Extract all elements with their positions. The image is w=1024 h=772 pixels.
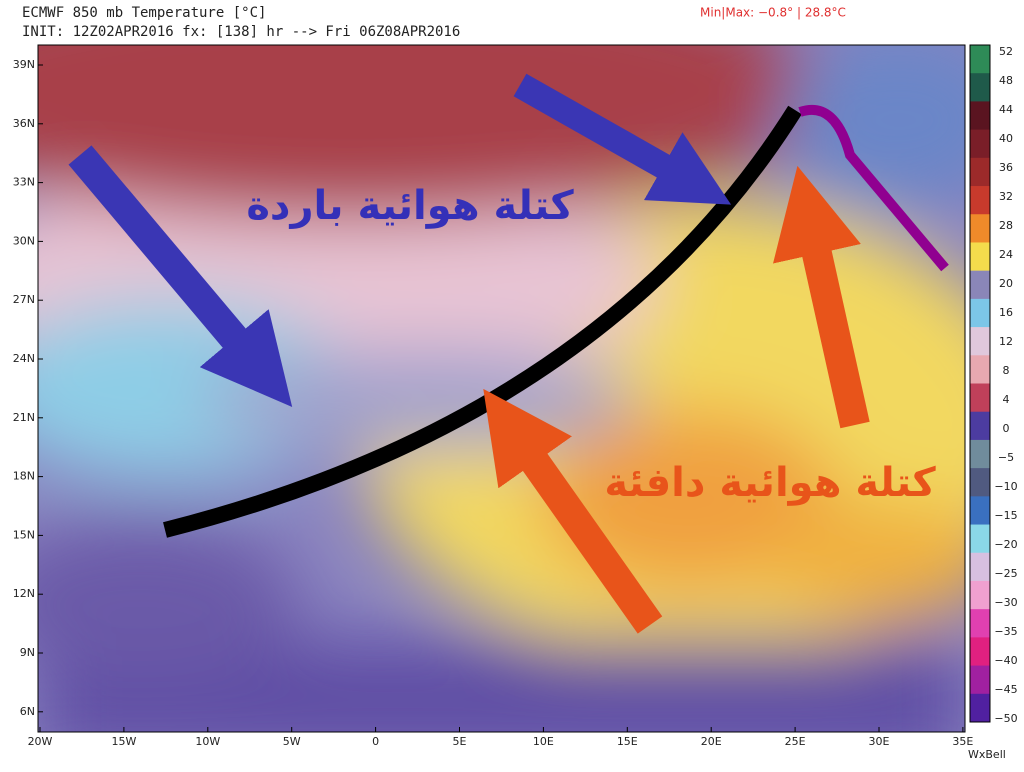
colorbar-label: −50 [994, 712, 1017, 725]
credit: WxBell [968, 748, 1006, 761]
colorbar-label: 44 [999, 103, 1013, 116]
colorbar-label: 36 [999, 161, 1013, 174]
front-line [163, 105, 802, 538]
colorbar-frame [969, 44, 991, 723]
colorbar-label: −45 [994, 683, 1017, 696]
colorbar-label: 8 [1003, 364, 1010, 377]
colorbar-label: 12 [999, 335, 1013, 348]
colorbar-segment [970, 524, 990, 554]
colorbar-segment [970, 411, 990, 441]
lon-label: 10W [195, 735, 220, 748]
colorbar-segment [970, 157, 990, 187]
lon-label: 15W [111, 735, 136, 748]
colorbar-segment [970, 693, 990, 723]
colorbar-segment [970, 45, 990, 74]
lon-label: 20E [701, 735, 722, 748]
colorbar-segment [970, 637, 990, 667]
colorbar-segment [970, 214, 990, 243]
colorbar-label: 32 [999, 190, 1013, 203]
lon-label: 20W [28, 735, 53, 748]
lat-label: 24N [13, 352, 35, 365]
front-line-2 [798, 104, 949, 272]
lon-label: 15E [617, 735, 638, 748]
colorbar-segment [970, 468, 990, 497]
colorbar-label: −20 [994, 538, 1017, 551]
lat-label: 6N [20, 705, 35, 718]
colorbar-segment [970, 101, 990, 131]
lat-label: 9N [20, 646, 35, 659]
lat-label: 30N [13, 234, 35, 247]
warm-arrow [483, 388, 663, 634]
init-time: INIT: 12Z02APR2016 fx: [138] hr --> Fri … [22, 24, 460, 40]
colorbar-label: 20 [999, 277, 1013, 290]
lon-label: 10E [533, 735, 554, 748]
map-frame [37, 44, 966, 733]
colorbar-label: 24 [999, 248, 1013, 261]
warm-arrow [773, 165, 870, 429]
lat-label: 33N [13, 176, 35, 189]
colorbar-segment [970, 270, 990, 300]
lat-label: 18N [13, 470, 35, 483]
colorbar-label: 52 [999, 45, 1013, 58]
lat-label: 12N [13, 587, 35, 600]
colorbar-segment [970, 609, 990, 638]
colorbar-segment [970, 383, 990, 413]
cold-arrow [68, 145, 293, 407]
lat-label: 27N [13, 293, 35, 306]
lon-label: 5E [453, 735, 467, 748]
lat-label: 36N [13, 117, 35, 130]
colorbar-segment [970, 298, 990, 328]
colorbar-segment [970, 439, 990, 469]
colorbar-segment [970, 327, 990, 356]
lon-label: 0 [372, 735, 379, 748]
cold-arrow [513, 73, 732, 205]
colorbar-label: 40 [999, 132, 1013, 145]
colorbar-label: 48 [999, 74, 1013, 87]
colorbar-segment [970, 129, 990, 159]
colorbar-label: −25 [994, 567, 1017, 580]
colorbar-segment [970, 580, 990, 610]
min-max: Min|Max: −0.8° | 28.8°C [700, 6, 846, 20]
colorbar-label: −35 [994, 625, 1017, 638]
lat-label: 39N [13, 58, 35, 71]
colorbar-label: 4 [1003, 393, 1010, 406]
colorbar-segment [970, 552, 990, 582]
colorbar-label: −30 [994, 596, 1017, 609]
colorbar-label: −10 [994, 480, 1017, 493]
colorbar-label: −40 [994, 654, 1017, 667]
cold-label: كتلة هوائية باردة [246, 183, 574, 229]
colorbar-segment [970, 496, 990, 526]
colorbar-label: 28 [999, 219, 1013, 232]
colorbar-segment [970, 242, 990, 272]
colorbar-segment [970, 186, 990, 215]
colorbar-segment [970, 665, 990, 695]
colorbar-label: −5 [998, 451, 1014, 464]
colorbar-label: 16 [999, 306, 1013, 319]
lon-label: 5W [283, 735, 301, 748]
lat-label: 15N [13, 528, 35, 541]
colorbar: 5248444036322824201612840−5−10−15−20−25−… [969, 44, 1018, 725]
lat-label: 21N [13, 411, 35, 424]
title: ECMWF 850 mb Temperature [°C] [22, 5, 266, 21]
colorbar-label: −15 [994, 509, 1017, 522]
colorbar-label: 0 [1003, 422, 1010, 435]
colorbar-segment [970, 73, 990, 102]
colorbar-segment [970, 355, 990, 384]
warm-label: كتلة هوائية دافئة [604, 460, 936, 506]
lon-label: 35E [952, 735, 973, 748]
lon-label: 30E [869, 735, 890, 748]
lon-label: 25E [785, 735, 806, 748]
